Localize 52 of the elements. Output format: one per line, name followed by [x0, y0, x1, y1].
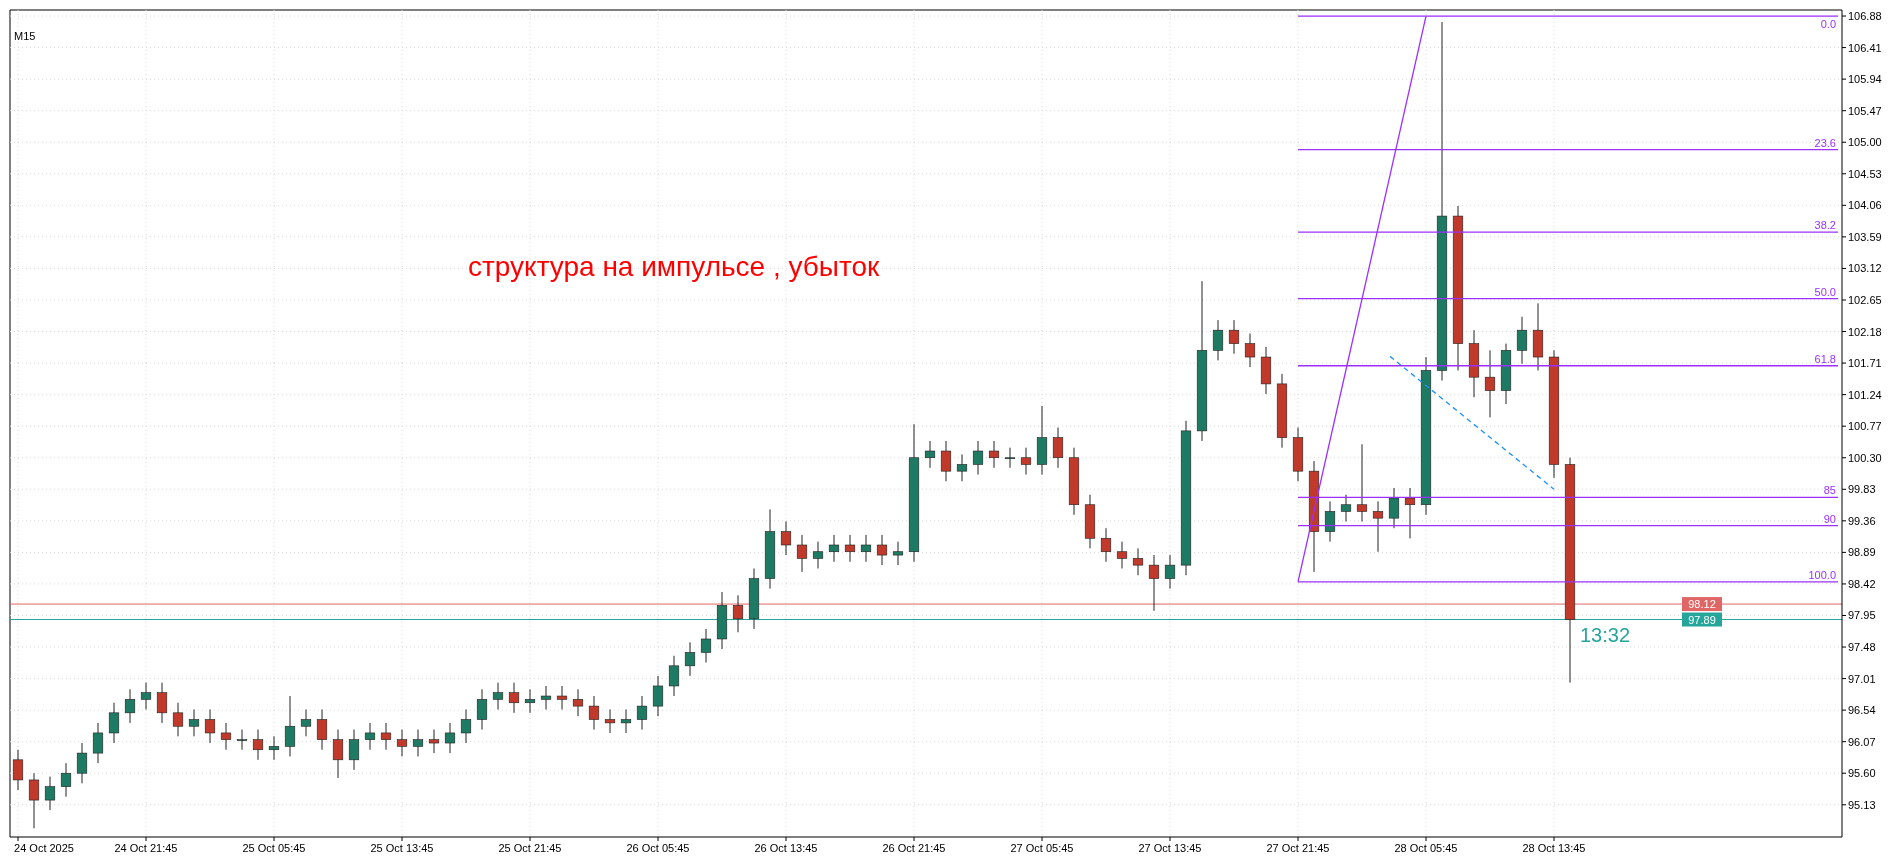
x-tick-label: 28 Oct 13:45: [1522, 842, 1586, 854]
x-tick-label: 25 Oct 21:45: [498, 842, 562, 854]
annotation: структура на импульсе , убыток: [468, 251, 881, 282]
annotation: 13:32: [1580, 623, 1631, 646]
y-tick-label: 101.71: [1848, 357, 1882, 370]
y-tick-label: 106.88: [1848, 10, 1882, 23]
x-tick-label: 27 Oct 21:45: [1266, 842, 1330, 854]
x-tick-label: 26 Oct 21:45: [882, 842, 946, 854]
y-tick-label: 104.06: [1848, 199, 1882, 212]
y-tick-label: 101.24: [1848, 388, 1882, 401]
y-tick-label: 99.36: [1848, 514, 1876, 527]
y-tick-label: 102.18: [1848, 325, 1882, 338]
y-tick-label: 95.60: [1848, 767, 1876, 780]
y-tick-label: 95.13: [1848, 798, 1876, 811]
x-tick-label: 26 Oct 13:45: [754, 842, 818, 854]
series-label: 38.2: [1814, 219, 1836, 232]
y-tick-label: 105.47: [1848, 104, 1882, 117]
y-tick-label: 103.59: [1848, 230, 1882, 243]
y-tick-label: 98.89: [1848, 546, 1876, 559]
series-label: 0.0: [1820, 18, 1836, 31]
y-tick-label: 99.83: [1848, 483, 1876, 496]
y-tick-label: 105.00: [1848, 136, 1882, 149]
y-tick-label: 96.54: [1848, 704, 1876, 717]
y-tick-label: 97.48: [1848, 641, 1876, 654]
x-tick-label: 27 Oct 13:45: [1138, 842, 1202, 854]
text: M15: [14, 30, 36, 42]
x-tick-label: 25 Oct 13:45: [370, 842, 434, 854]
series-label: 90: [1823, 512, 1836, 525]
series-label: 50.0: [1814, 285, 1836, 298]
series-label: 23.6: [1814, 136, 1836, 149]
y-tick-label: 97.95: [1848, 609, 1876, 622]
series-label: 61.8: [1814, 352, 1836, 365]
y-tick-label: 100.30: [1848, 451, 1882, 464]
y-tick-label: 96.07: [1848, 735, 1876, 748]
series-label: 85: [1823, 484, 1836, 497]
y-tick-label: 103.12: [1848, 262, 1882, 275]
y-tick-label: 100.77: [1848, 420, 1882, 433]
y-tick-label: 106.41: [1848, 41, 1882, 54]
x-tick-label: 25 Oct 05:45: [242, 842, 306, 854]
y-tick-label: 98.42: [1848, 577, 1876, 590]
y-tick-label: 102.65: [1848, 293, 1882, 306]
x-tick-label: 28 Oct 05:45: [1394, 842, 1458, 854]
x-tick-label: 24 Oct 21:45: [114, 842, 178, 854]
x-tick-label: 26 Oct 05:45: [626, 842, 690, 854]
x-tick-label: 24 Oct 2025: [14, 842, 74, 854]
ref-line-label: 97.89: [1688, 613, 1716, 626]
y-tick-label: 97.01: [1848, 672, 1876, 685]
ref-line-label: 98.12: [1688, 598, 1716, 611]
y-tick-label: 104.53: [1848, 167, 1882, 180]
series-label: 100.0: [1808, 568, 1836, 581]
x-tick-label: 27 Oct 05:45: [1010, 842, 1074, 854]
y-tick-label: 105.94: [1848, 73, 1882, 86]
